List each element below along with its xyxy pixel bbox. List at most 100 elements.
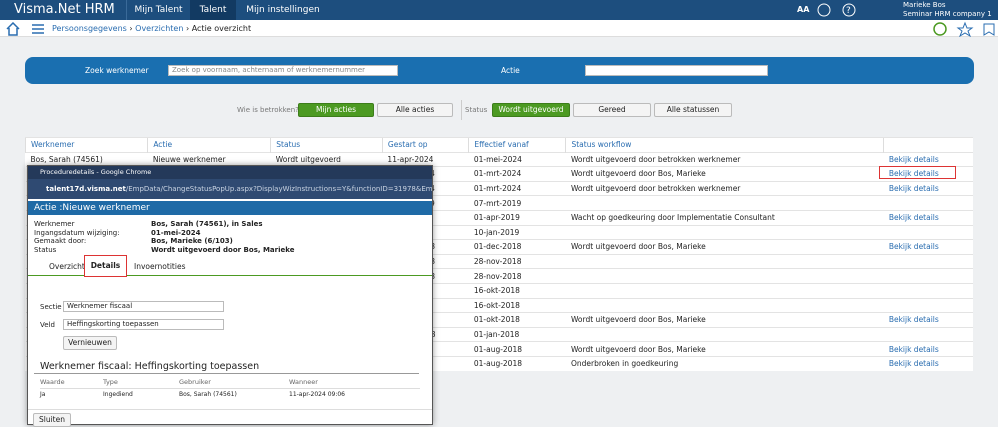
footer-rule (28, 409, 432, 410)
info-row: Status Wordt uitgevoerd door Bos, Marieke (34, 246, 424, 255)
brand: Visma.Net HRM (14, 2, 115, 17)
cell: Wordt uitgevoerd (270, 151, 383, 167)
details-link[interactable] (883, 195, 973, 211)
divider (461, 100, 462, 120)
cell (565, 268, 884, 284)
crumb-link[interactable]: Overzichten (135, 24, 184, 33)
search-label: Zoek werknemer (85, 66, 149, 75)
detail-table: Waarde Type Gebruiker Wanneer Ja Ingediend Bos… (40, 376, 420, 400)
cell: Wacht op goedkeuring door Implementatie … (565, 209, 884, 226)
details-link[interactable] (883, 224, 973, 240)
cell: 01-mrt-2024 (468, 166, 566, 182)
filter-button[interactable]: Alle statussen (654, 103, 732, 117)
filter-button[interactable]: Alle acties (377, 103, 453, 117)
cell: Wordt uitgevoerd door betrokken werkneme… (565, 180, 884, 196)
cell: Wordt uitgevoerd door Bos, Marieke (565, 166, 884, 182)
refresh-button[interactable]: Vernieuwen (63, 336, 117, 350)
section-select[interactable]: Werknemer fiscaal (63, 301, 224, 312)
cell: 28-nov-2018 (468, 268, 566, 284)
details-link[interactable] (883, 326, 973, 342)
detail-cell: 11-apr-2024 09:06 (289, 391, 346, 398)
cell: 11-apr-2024 (382, 151, 469, 167)
action-select[interactable] (585, 65, 768, 76)
detail-title: Werknemer fiscaal: Heffingskorting toepa… (40, 361, 260, 372)
cell: 10-jan-2019 (468, 224, 566, 240)
top-nav: Visma.Net HRM Mijn Talent Talent Mijn in… (0, 0, 998, 20)
column-header[interactable]: Werknemer (24, 137, 148, 153)
details-link[interactable]: Bekijk details (883, 166, 973, 182)
column-header[interactable]: Gestart op (381, 137, 469, 153)
info-block: Werknemer Bos, Sarah (74561), in Sales Ing… (34, 220, 424, 254)
details-link[interactable]: Bekijk details (883, 312, 973, 328)
action-icons (933, 21, 995, 37)
url-bar[interactable]: talent17d.visma.net/EmpData/ChangeStatus… (28, 179, 432, 199)
details-link[interactable] (883, 253, 973, 269)
details-link[interactable] (883, 268, 973, 284)
column-header[interactable]: Actie (147, 137, 271, 153)
url-host: talent17d.visma.net (46, 185, 126, 193)
nav-tab[interactable]: Mijn instellingen (246, 5, 320, 15)
info-value: Bos, Sarah (74561), in Sales (151, 220, 263, 228)
font-size-toggle[interactable]: AA (797, 5, 810, 14)
column-header[interactable]: Effectief vanaf (468, 137, 566, 153)
details-link[interactable]: Bekijk details (883, 355, 973, 371)
filter-button[interactable]: Gereed (573, 103, 651, 117)
cell: 01-mrt-2024 (468, 180, 566, 196)
employee-search[interactable]: Zoek op voornaam, achternaam of werkneme… (168, 65, 398, 76)
cell (565, 326, 884, 342)
cell: 01-apr-2019 (468, 209, 566, 226)
filter-button[interactable]: Mijn acties (298, 103, 374, 117)
crumb-link[interactable]: Persoonsgegevens (52, 24, 127, 33)
detail-cell: Bos, Sarah (74561) (179, 391, 237, 398)
cell: Bos, Sarah (74561) (25, 151, 148, 167)
nav-tab[interactable]: Talent (190, 0, 236, 20)
header-row: Werknemer Actie Status Gestart op Effectief … (24, 137, 973, 153)
column-header[interactable]: Status (270, 137, 383, 153)
column-header[interactable]: Status workflow (565, 137, 884, 153)
filter-button[interactable]: Wordt uitgevoerd (492, 103, 570, 117)
table-row: Bos, Sarah (74561) Nieuwe werknemer Wordt … (25, 151, 973, 167)
info-label: Werknemer (34, 220, 75, 228)
details-link[interactable]: Bekijk details (883, 180, 973, 196)
cell: 01-aug-2018 (468, 355, 566, 371)
cell: 07-mrt-2019 (468, 195, 566, 211)
cell (565, 297, 884, 313)
details-link[interactable]: Bekijk details (883, 151, 973, 167)
details-link[interactable]: Bekijk details (883, 239, 973, 255)
cell: 01-okt-2018 (468, 312, 566, 328)
details-link[interactable] (883, 297, 973, 313)
details-link[interactable]: Bekijk details (883, 209, 973, 226)
detail-cell: Waarde (40, 378, 65, 386)
details-link[interactable]: Bekijk details (883, 341, 973, 357)
cell (565, 195, 884, 211)
info-row: Ingangsdatum wijziging: 01-mei-2024 (34, 229, 424, 238)
popup-header: Actie :Nieuwe werknemer (28, 201, 432, 215)
tab[interactable]: Invoernotities (134, 262, 186, 271)
details-link[interactable] (883, 282, 973, 299)
cell: 01-jan-2018 (468, 326, 566, 342)
detail-row: Ja Ingediend Bos, Sarah (74561) 11-apr-2024… (40, 388, 420, 400)
info-value: 01-mei-2024 (151, 228, 201, 237)
cell: Nieuwe werknemer (147, 151, 271, 167)
detail-cell: Ingediend (103, 391, 133, 398)
breadcrumb-bar: Persoonsgegevens › Overzichten › Actie o… (0, 20, 998, 37)
cell: 01-mei-2024 (468, 151, 566, 167)
crumb-current: Actie overzicht (191, 24, 252, 33)
cell (565, 253, 884, 269)
popup-window: Proceduredetails - Google Chrome talent1… (27, 165, 433, 427)
nav-tab[interactable]: Mijn Talent (126, 0, 190, 20)
detail-cell: Type (103, 378, 118, 386)
url-path: /EmpData/ChangeStatusPopUp.aspx?DisplayW… (125, 185, 432, 193)
cell: Wordt uitgevoerd door betrokken werkneme… (565, 151, 884, 167)
cell (565, 224, 884, 240)
tab-active[interactable]: Details (84, 255, 127, 277)
detail-cell: Wanneer (289, 378, 318, 386)
user-name[interactable]: Marieke Bos (903, 1, 946, 9)
company-name[interactable]: Seminar HRM company 1 (903, 10, 992, 18)
field-select[interactable]: Heffingskorting toepassen (63, 319, 224, 330)
info-value: Wordt uitgevoerd door Bos, Marieke (151, 245, 295, 254)
tab[interactable]: Overzicht (49, 262, 85, 271)
cell: 01-dec-2018 (468, 239, 566, 255)
tab-line (28, 275, 432, 276)
